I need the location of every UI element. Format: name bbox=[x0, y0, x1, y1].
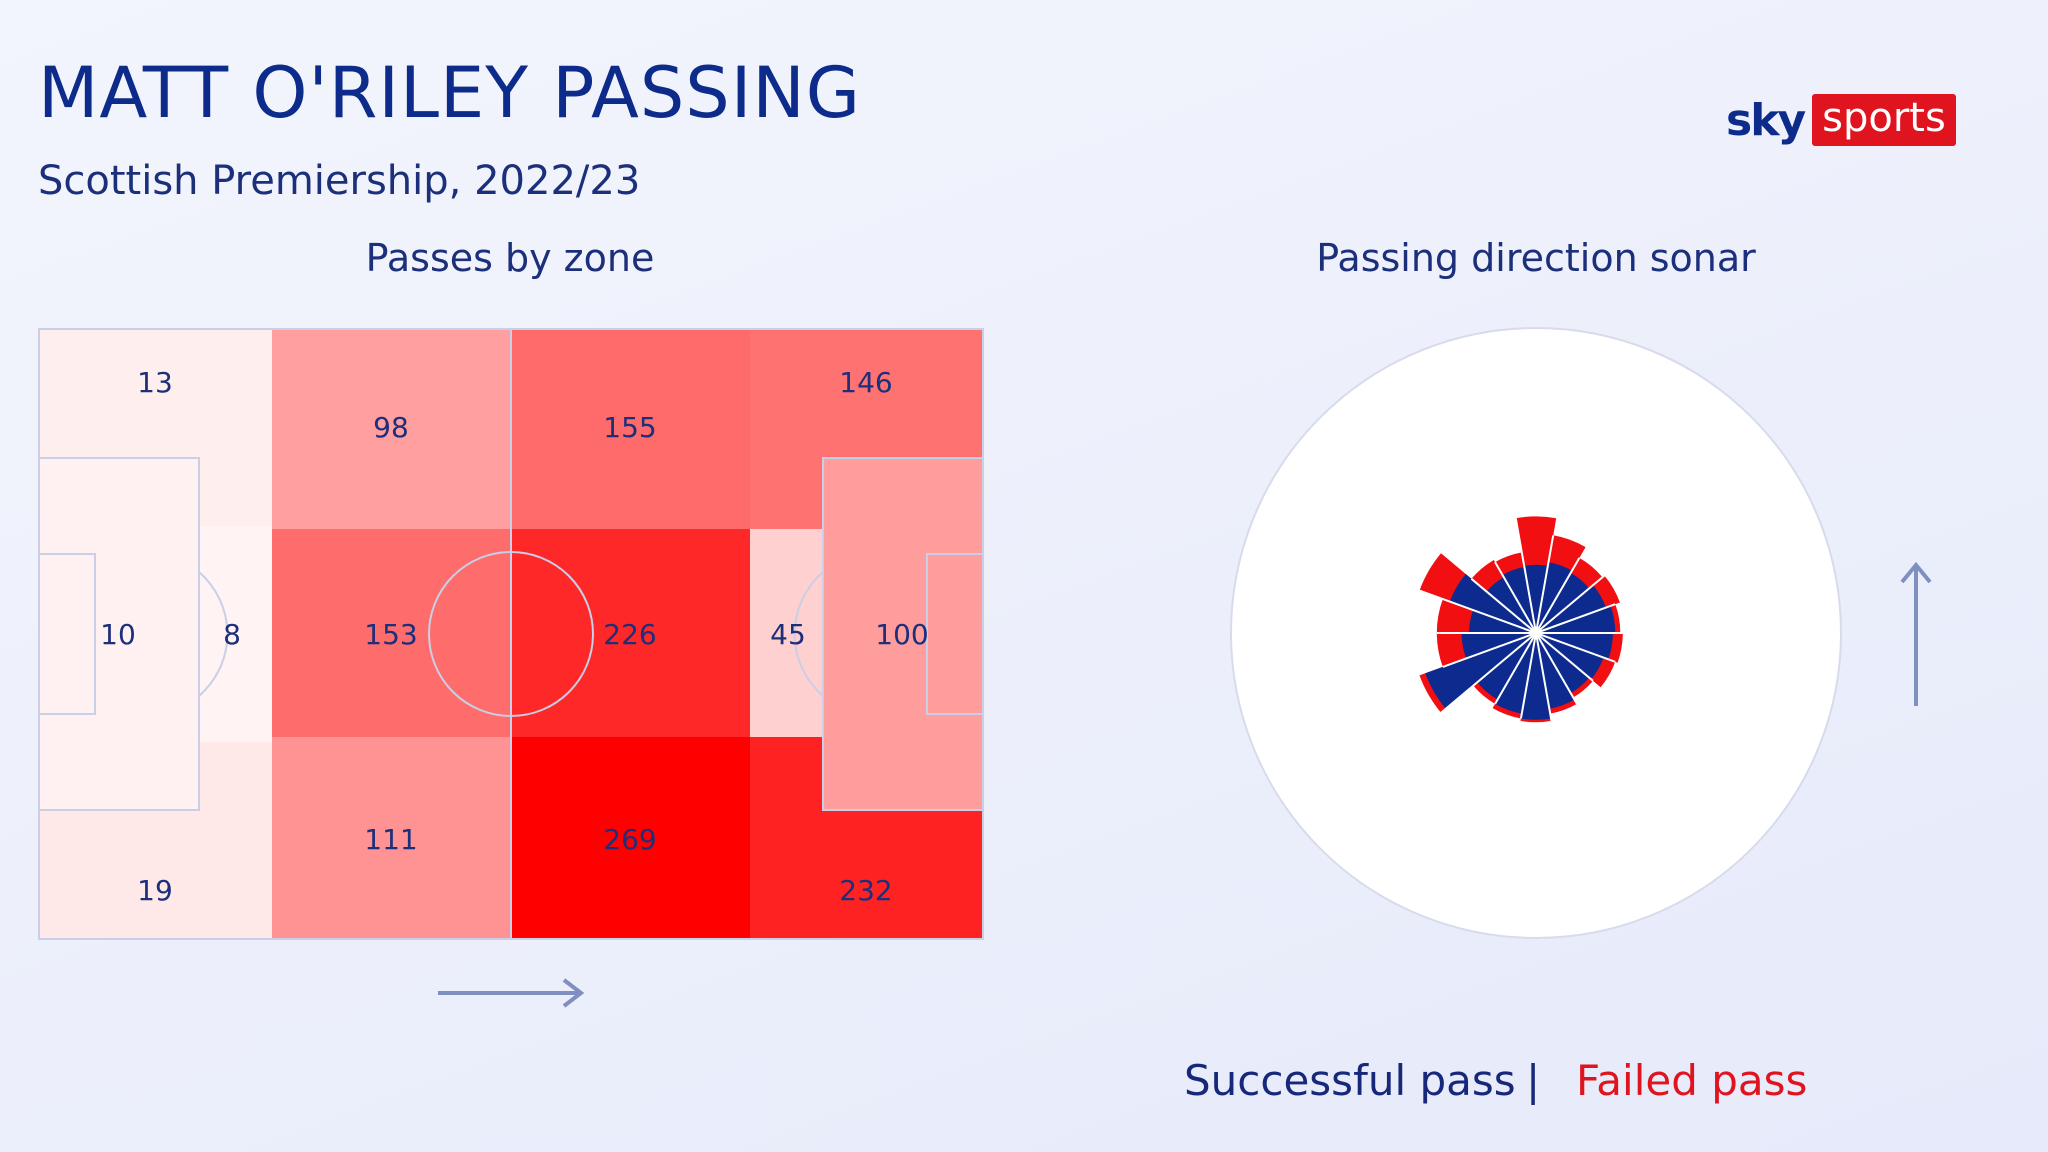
passing-sonar bbox=[1230, 327, 1842, 939]
sonar-spoke bbox=[1535, 574, 1606, 634]
sonar-spoke bbox=[1470, 578, 1537, 634]
logo-sky-text: sky bbox=[1726, 94, 1806, 146]
zone-label-def-box: 10 bbox=[100, 618, 136, 651]
sonar-spoke bbox=[1442, 632, 1537, 668]
page-title: MATT O'RILEY PASSING bbox=[38, 52, 861, 134]
sonar-spoke bbox=[1440, 632, 1537, 714]
zone-opp-half-centre bbox=[511, 529, 750, 737]
legend-successful-pass: Successful pass bbox=[1184, 1056, 1516, 1105]
zone-att-left-extension bbox=[750, 458, 823, 529]
centre-circle bbox=[428, 551, 594, 717]
sonar-spoke bbox=[1535, 632, 1616, 663]
page-subtitle: Scottish Premiership, 2022/23 bbox=[38, 158, 641, 204]
zone-def-box-edge bbox=[199, 526, 272, 742]
zone-label-def-box-edge: 8 bbox=[223, 618, 241, 651]
pitch-heatmap: 13 10 8 19 98 153 111 155 226 269 146 45 100 232 bbox=[38, 328, 984, 940]
zone-att-left bbox=[750, 329, 983, 458]
sonar-spoke bbox=[1519, 632, 1537, 719]
sonar-successful-bar bbox=[1477, 633, 1536, 700]
sonar-spoke bbox=[1535, 632, 1594, 682]
left-penalty-arc bbox=[198, 571, 229, 697]
sonar-successful-bar bbox=[1536, 633, 1575, 709]
zone-att-box bbox=[823, 458, 983, 810]
sonar-successful-bar bbox=[1520, 633, 1552, 720]
sonar-spokes bbox=[1419, 518, 1623, 722]
sonar-successful-bar bbox=[1449, 574, 1536, 633]
sonar-spoke bbox=[1535, 632, 1553, 722]
zone-label-att-right: 232 bbox=[839, 874, 892, 907]
sonar-spoke bbox=[1535, 535, 1555, 634]
zone-own-half-right bbox=[272, 737, 511, 939]
sonar-successful-bar bbox=[1536, 633, 1590, 694]
zone-label-def-left: 13 bbox=[137, 366, 173, 399]
right-penalty-arc bbox=[793, 571, 824, 697]
zone-label-own-half-left: 98 bbox=[373, 411, 409, 444]
zone-label-att-left: 146 bbox=[839, 366, 892, 399]
zone-def-box bbox=[39, 458, 199, 810]
pitch-lines bbox=[38, 328, 984, 940]
zone-label-def-right: 19 bbox=[137, 874, 173, 907]
sonar-successful-bar bbox=[1536, 562, 1572, 633]
zone-label-own-half-right: 111 bbox=[364, 823, 417, 856]
zones-chart-title: Passes by zone bbox=[365, 236, 655, 280]
left-six-yard-box bbox=[38, 553, 96, 715]
sonar-successful-bar bbox=[1536, 633, 1604, 680]
legend-failed-pass: Failed pass bbox=[1576, 1056, 1808, 1105]
sky-sports-logo: sky sports bbox=[1726, 94, 1956, 146]
zone-att-box-edge bbox=[750, 529, 823, 737]
sonar-spoke bbox=[1535, 632, 1578, 705]
zone-att-right bbox=[750, 810, 983, 939]
sonar-spoke bbox=[1494, 632, 1537, 705]
zone-opp-half-left bbox=[511, 329, 750, 529]
zone-label-own-half-centre: 153 bbox=[364, 618, 417, 651]
logo-sports-text: sports bbox=[1812, 94, 1956, 146]
zone-label-att-box-edge: 45 bbox=[770, 618, 806, 651]
zone-opp-half-right bbox=[511, 737, 750, 939]
legend-separator: | bbox=[1526, 1056, 1541, 1105]
sonar-direction-arrow-icon bbox=[1900, 561, 1932, 706]
zone-label-opp-half-right: 269 bbox=[603, 823, 656, 856]
sonar-successful-bar bbox=[1524, 564, 1548, 633]
zone-def-left bbox=[39, 329, 272, 458]
zone-def-right bbox=[39, 810, 272, 939]
zone-own-half-left bbox=[272, 329, 511, 529]
zone-att-right-extension bbox=[750, 737, 823, 810]
sonar-spoke bbox=[1535, 603, 1616, 634]
zone-label-opp-half-centre: 226 bbox=[603, 618, 656, 651]
labels-layer: 13 10 8 19 98 153 111 155 226 269 146 45 100 232 bbox=[100, 366, 929, 907]
sonar-successful-bar bbox=[1425, 633, 1536, 709]
zone-label-opp-half-left: 155 bbox=[603, 411, 656, 444]
sonar-chart-title: Passing direction sonar bbox=[1316, 236, 1756, 280]
sonar-successful-bar bbox=[1486, 577, 1536, 633]
sonar-successful-bar bbox=[1536, 572, 1590, 633]
zone-own-half-centre bbox=[272, 529, 511, 737]
sonar-successful-bar bbox=[1536, 585, 1606, 633]
sonar-spoke bbox=[1419, 589, 1537, 634]
right-six-yard-box bbox=[926, 553, 984, 715]
zone-label-att-box: 100 bbox=[875, 618, 928, 651]
zones-layer bbox=[39, 329, 983, 939]
sonar-spoke bbox=[1514, 518, 1537, 634]
sonar-successful-bar bbox=[1495, 633, 1536, 714]
attack-direction-arrow-icon bbox=[438, 978, 585, 1008]
sonar-spoke bbox=[1535, 557, 1581, 634]
sonar-spoke bbox=[1494, 561, 1537, 634]
